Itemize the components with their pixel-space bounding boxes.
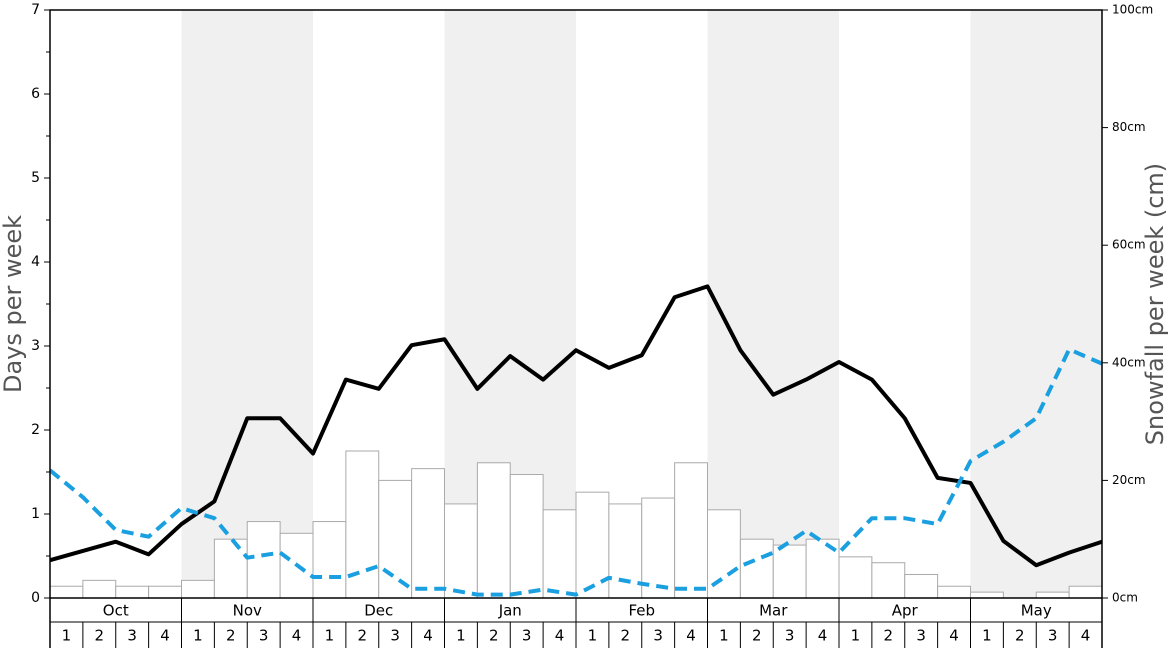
line-series <box>49 284 1103 568</box>
month-label: Nov <box>233 602 262 620</box>
bar <box>838 556 873 599</box>
bar <box>970 591 1004 599</box>
x-tick-label: 2 <box>358 627 368 645</box>
y2-tick-label: 60cm <box>1112 238 1146 252</box>
x-tick-label: 2 <box>752 627 762 645</box>
x-tick-label: 1 <box>719 627 729 645</box>
y2-tick-label: 20cm <box>1112 473 1146 487</box>
x-tick-label: 4 <box>292 627 302 645</box>
x-tick-label: 2 <box>1015 627 1025 645</box>
x-tick-label: 3 <box>259 627 269 645</box>
x-tick-label: 1 <box>325 627 335 645</box>
bar <box>411 468 445 599</box>
y2-tick-label: 40cm <box>1112 355 1146 369</box>
x-tick-label: 4 <box>686 627 696 645</box>
month-label: Dec <box>364 602 393 620</box>
y-axis-label: Days per week <box>0 215 27 393</box>
y-tick-label: 6 <box>31 86 40 102</box>
x-tick-label: 4 <box>818 627 828 645</box>
y-tick-label: 3 <box>31 338 40 354</box>
x-tick-label: 2 <box>489 627 499 645</box>
y2-tick-label: 100cm <box>1112 3 1153 17</box>
y2-axis-label: Snowfall per week (cm) <box>1141 163 1168 445</box>
bar <box>542 509 577 599</box>
y-tick-label: 4 <box>31 254 40 270</box>
month-label: Mar <box>759 602 788 620</box>
bar <box>772 544 807 599</box>
x-tick-label: 3 <box>916 627 926 645</box>
bar <box>378 479 413 599</box>
month-label: Jan <box>498 602 522 620</box>
x-tick-label: 4 <box>160 627 170 645</box>
x-tick-label: 2 <box>884 627 894 645</box>
y-tick-label: 1 <box>31 506 40 522</box>
y-tick-label: 2 <box>31 422 40 438</box>
month-band <box>181 10 313 598</box>
bar <box>509 474 544 599</box>
bar <box>213 538 248 599</box>
bar <box>1035 591 1070 599</box>
bar <box>312 521 347 599</box>
x-tick-label: 4 <box>1081 627 1091 645</box>
x-tick-label: 1 <box>851 627 861 645</box>
bar <box>739 538 774 599</box>
month-label: May <box>1021 602 1052 620</box>
bar <box>246 521 281 599</box>
bar <box>674 462 708 599</box>
month-band <box>970 10 1102 598</box>
y-tick-label: 5 <box>31 170 40 186</box>
x-tick-label: 1 <box>982 627 992 645</box>
x-tick-label: 2 <box>226 627 236 645</box>
y-tick-label: 0 <box>31 590 40 606</box>
month-band <box>707 10 839 598</box>
bar <box>148 585 182 599</box>
y-tick-label: 7 <box>31 2 40 18</box>
bar <box>904 573 939 599</box>
bar <box>49 585 84 599</box>
x-tick-label: 2 <box>621 627 631 645</box>
x-tick-label: 3 <box>1048 627 1058 645</box>
bar <box>115 585 150 599</box>
month-label: Apr <box>892 602 919 620</box>
x-tick-label: 4 <box>423 627 433 645</box>
bar <box>82 579 117 599</box>
line-series <box>48 347 1103 597</box>
bar <box>937 585 971 599</box>
y2-tick-label: 0cm <box>1112 591 1138 605</box>
y2-tick-label: 80cm <box>1112 120 1146 134</box>
month-label: Feb <box>628 602 655 620</box>
x-tick-label: 3 <box>653 627 663 645</box>
month-label: Oct <box>103 602 129 620</box>
x-tick-label: 1 <box>588 627 598 645</box>
x-tick-label: 4 <box>555 627 565 645</box>
x-tick-label: 3 <box>522 627 532 645</box>
x-tick-label: 1 <box>193 627 203 645</box>
x-tick-label: 3 <box>127 627 137 645</box>
x-tick-label: 3 <box>785 627 795 645</box>
x-tick-label: 2 <box>95 627 105 645</box>
x-tick-label: 3 <box>390 627 400 645</box>
bar <box>444 503 478 599</box>
x-tick-label: 4 <box>949 627 959 645</box>
x-tick-label: 1 <box>62 627 72 645</box>
bar <box>871 562 906 599</box>
bar <box>1068 585 1103 599</box>
bar <box>181 579 215 599</box>
bar <box>608 503 643 599</box>
bar <box>476 462 511 599</box>
x-tick-label: 1 <box>456 627 466 645</box>
